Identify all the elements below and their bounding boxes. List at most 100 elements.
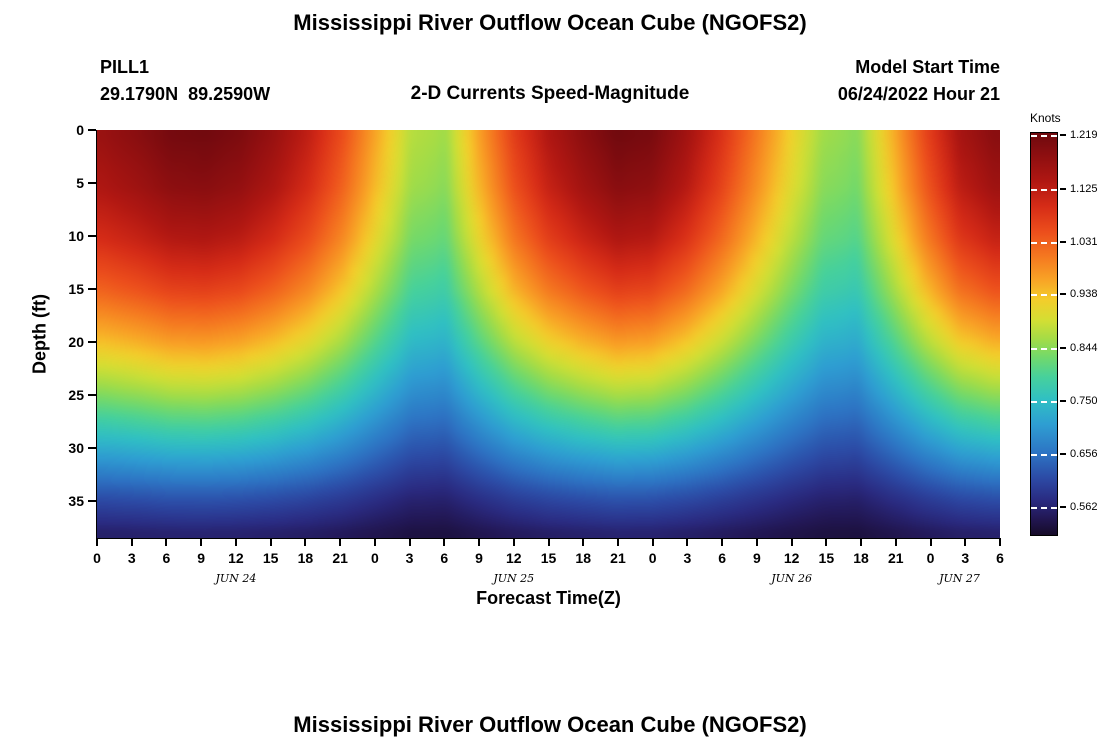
x-tick-label: 6	[440, 550, 449, 566]
y-tick-label: 20	[68, 333, 84, 350]
page-title: Mississippi River Outflow Ocean Cube (NG…	[293, 10, 807, 35]
x-tick-label: 15	[818, 550, 835, 566]
colorbar-label: Knots	[1030, 111, 1061, 125]
heatmap-canvas	[97, 130, 1000, 538]
x-tick	[269, 539, 272, 546]
plot-area	[97, 130, 1000, 538]
colorbar-dash-line	[1031, 454, 1057, 457]
x-tick	[582, 539, 585, 546]
x-tick-label: 15	[262, 550, 279, 566]
colorbar-dash-line	[1031, 347, 1057, 350]
x-tick	[130, 539, 133, 546]
colorbar-tick-label: 0.562	[1070, 501, 1098, 514]
x-axis-label: Forecast Time(Z)	[476, 588, 621, 608]
y-tick-label: 5	[76, 174, 84, 191]
y-tick-label: 35	[68, 492, 84, 509]
colorbar-tick	[1060, 399, 1066, 402]
x-tick-label: 21	[888, 550, 904, 566]
day-label: JUN 26	[771, 572, 813, 585]
y-axis-line	[96, 130, 97, 539]
x-tick-label: 0	[648, 550, 657, 566]
x-tick	[339, 539, 342, 546]
x-tick	[408, 539, 411, 546]
x-tick	[443, 539, 446, 546]
x-tick	[825, 539, 828, 546]
x-tick-label: 3	[961, 550, 970, 566]
x-tick-label: 18	[297, 550, 314, 566]
x-tick-label: 18	[575, 550, 591, 566]
y-tick	[88, 234, 96, 237]
colorbar-tick	[1060, 346, 1066, 349]
y-tick-label: 10	[68, 227, 84, 244]
colorbar-tick	[1060, 453, 1066, 456]
x-tick	[651, 539, 654, 546]
colorbar-tick-label: 1.219	[1070, 129, 1098, 142]
x-axis-line	[96, 538, 1001, 539]
x-tick	[512, 539, 515, 546]
colorbar-tick	[1060, 293, 1066, 296]
x-tick	[547, 539, 550, 546]
colorbar-tick	[1060, 134, 1066, 137]
y-tick-label: 15	[68, 280, 84, 297]
colorbar	[1030, 132, 1058, 536]
x-tick	[200, 539, 203, 546]
x-tick-label: 15	[540, 550, 557, 566]
x-tick-label: 12	[783, 550, 800, 566]
x-tick-label: 3	[127, 550, 136, 566]
x-tick	[929, 539, 932, 546]
x-tick-label: 18	[853, 550, 869, 566]
x-tick	[616, 539, 619, 546]
colorbar-dash-line	[1031, 400, 1057, 403]
x-tick-label: 6	[162, 550, 171, 566]
y-tick	[88, 340, 96, 343]
colorbar-tick-label: 0.656	[1070, 448, 1098, 461]
y-tick	[88, 446, 96, 449]
x-tick-label: 12	[228, 550, 244, 566]
x-tick	[165, 539, 168, 546]
colorbar-dash-line	[1031, 294, 1057, 297]
x-tick	[860, 539, 863, 546]
colorbar-tick-label: 1.125	[1070, 182, 1098, 195]
colorbar-dash-line	[1031, 135, 1057, 138]
day-label: JUN 25	[493, 572, 535, 585]
x-tick	[999, 539, 1001, 546]
x-tick	[96, 539, 98, 546]
x-tick	[790, 539, 793, 546]
x-tick	[373, 539, 376, 546]
x-tick	[964, 539, 967, 546]
colorbar-tick	[1060, 240, 1066, 243]
colorbar-tick-label: 1.031	[1070, 235, 1098, 248]
x-tick-label: 3	[405, 550, 414, 566]
x-tick-label: 0	[926, 550, 935, 566]
x-tick-label: 0	[93, 550, 101, 566]
x-tick-label: 6	[996, 550, 1004, 566]
colorbar-tick	[1060, 506, 1066, 509]
x-tick-label: 21	[332, 550, 348, 566]
plot-subtitle: 2-D Currents Speed-Magnitude	[410, 83, 690, 104]
y-tick	[88, 393, 96, 396]
y-tick-label: 30	[68, 439, 84, 456]
colorbar-dash-line	[1031, 241, 1057, 244]
x-tick-label: 3	[683, 550, 692, 566]
x-tick	[755, 539, 758, 546]
x-tick	[234, 539, 237, 546]
y-tick	[88, 499, 96, 502]
y-tick	[88, 287, 96, 290]
x-tick	[478, 539, 481, 546]
station-id: PILL1	[100, 57, 150, 77]
x-tick	[894, 539, 897, 546]
day-label: JUN 27	[939, 572, 980, 585]
day-label: JUN 24	[215, 572, 257, 585]
model-start-value: 06/24/2022 Hour 21	[837, 84, 1000, 104]
x-tick-label: 9	[197, 550, 206, 566]
colorbar-dash-line	[1031, 507, 1057, 510]
y-tick-label: 0	[76, 122, 84, 138]
x-tick	[721, 539, 724, 546]
x-tick-label: 9	[475, 550, 483, 566]
station-coordinates: 29.1790N 89.2590W	[100, 84, 271, 104]
colorbar-tick-label: 0.750	[1070, 394, 1098, 407]
model-start-label: Model Start Time	[855, 57, 1000, 77]
colorbar-tick-label: 0.938	[1070, 288, 1098, 301]
y-tick	[88, 129, 96, 131]
